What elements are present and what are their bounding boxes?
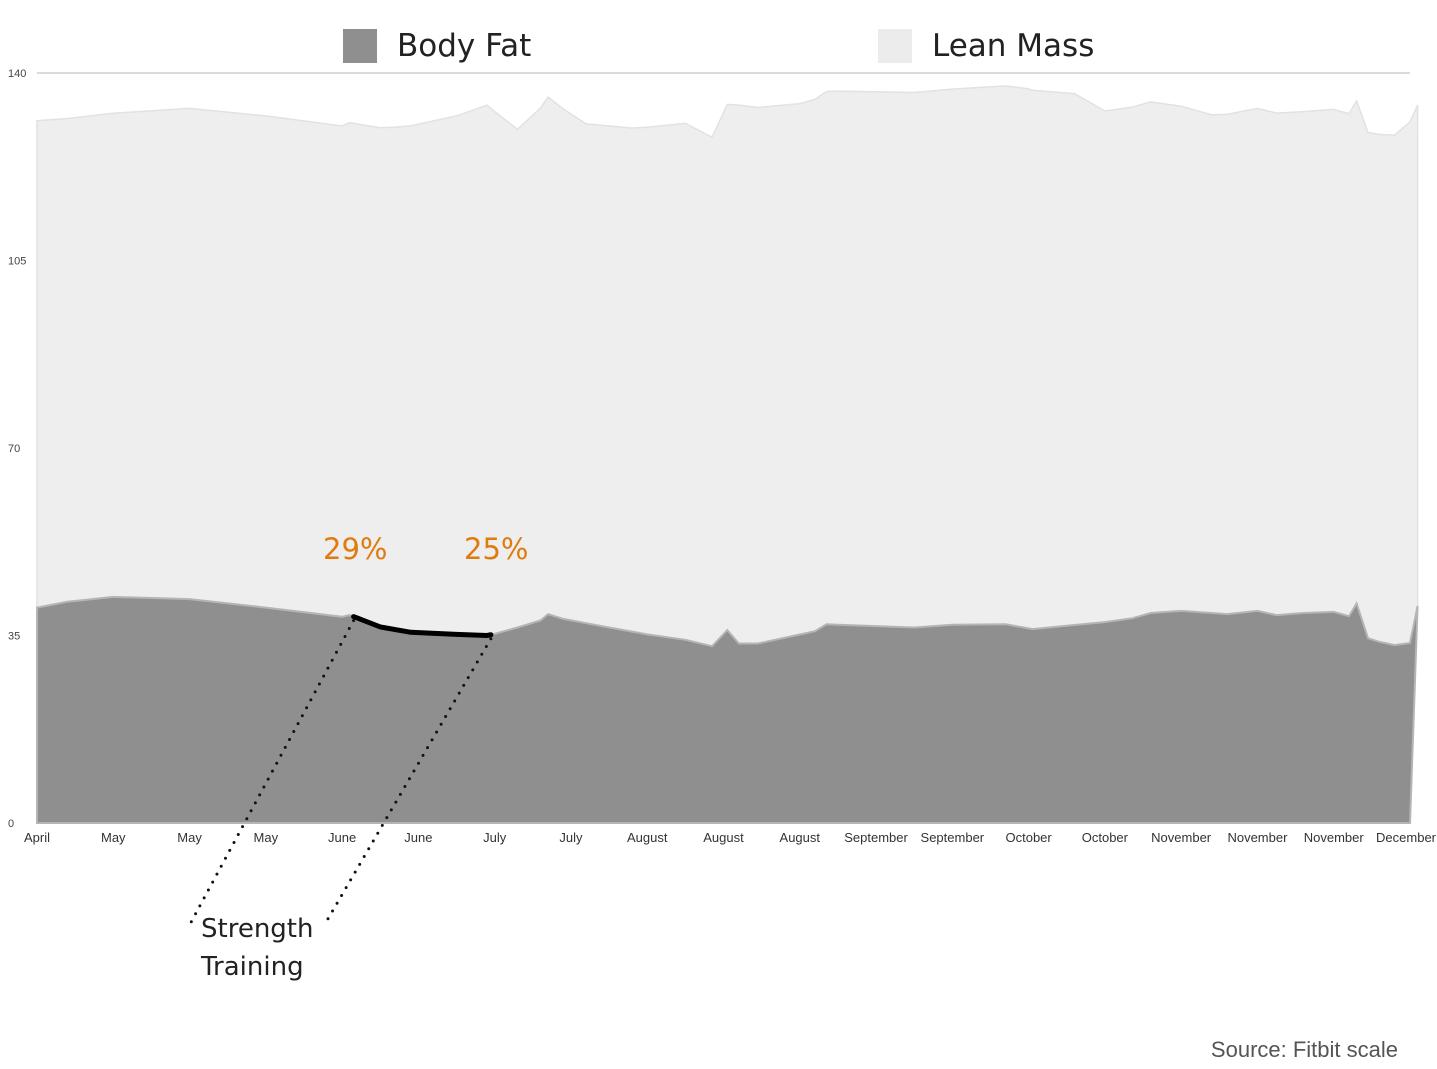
legend-lean-mass: Lean Mass <box>878 28 1094 64</box>
x-tick-label: May <box>254 830 279 845</box>
legend-swatch-body-fat <box>343 29 377 63</box>
callout-label-line1: Strength <box>201 914 314 944</box>
callout-line-start <box>187 619 356 928</box>
x-tick-label: April <box>24 830 50 845</box>
legend-label-body-fat: Body Fat <box>397 28 532 64</box>
x-tick-label: June <box>328 830 356 845</box>
y-tick-label: 140 <box>8 68 26 80</box>
strength-training-highlight <box>351 614 494 638</box>
annotation-end-percent: 25% <box>464 532 529 566</box>
x-tick-label: August <box>780 830 821 845</box>
legend-body-fat: Body Fat <box>343 28 531 64</box>
callout-label-line2: Training <box>201 952 304 982</box>
x-tick-label: November <box>1227 830 1288 845</box>
callout-line-end <box>323 637 493 926</box>
x-tick-label: October <box>1082 830 1129 845</box>
source-note: Source: Fitbit scale <box>1210 1037 1398 1062</box>
y-tick-label: 70 <box>8 443 20 455</box>
y-tick-label: 35 <box>8 631 20 643</box>
x-tick-label: November <box>1304 830 1365 845</box>
x-tick-label: July <box>483 830 507 845</box>
x-tick-label: October <box>1005 830 1052 845</box>
area-lean-mass <box>36 85 1419 648</box>
y-tick-label: 105 <box>8 256 26 268</box>
x-tick-label: May <box>177 830 202 845</box>
legend-swatch-lean-mass <box>878 29 912 63</box>
legend-label-lean-mass: Lean Mass <box>932 28 1095 64</box>
area-body-fat <box>36 595 1419 824</box>
annotation-start-percent: 29% <box>323 532 388 566</box>
x-tick-label: November <box>1151 830 1212 845</box>
x-tick-label: December <box>1376 830 1437 845</box>
x-tick-label: September <box>844 830 908 845</box>
x-tick-label: September <box>921 830 985 845</box>
x-tick-label: August <box>627 830 668 845</box>
x-tick-label: May <box>101 830 126 845</box>
y-tick-label: 0 <box>8 818 14 830</box>
x-tick-label: July <box>559 830 583 845</box>
x-tick-label: August <box>703 830 744 845</box>
x-tick-label: June <box>404 830 432 845</box>
